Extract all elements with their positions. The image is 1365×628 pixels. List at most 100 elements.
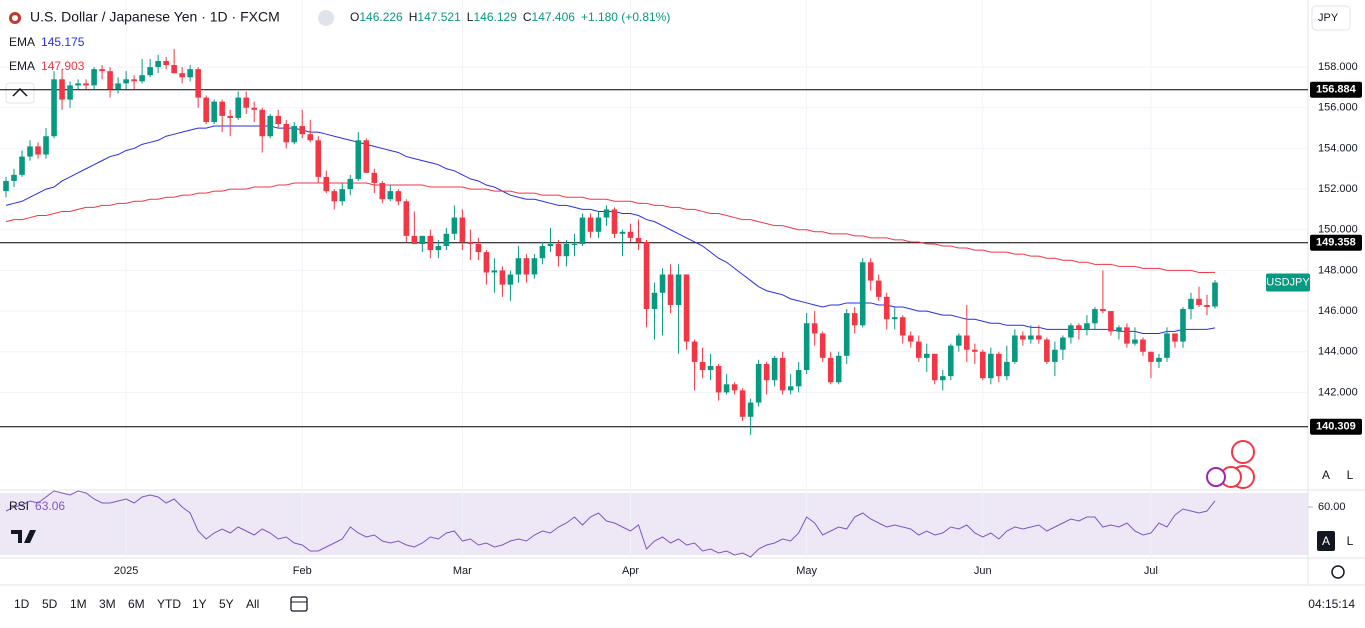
- candle-body: [1020, 335, 1026, 340]
- candle-body: [483, 252, 490, 273]
- ema-value: 145.175: [41, 35, 85, 49]
- candle-body: [435, 246, 442, 251]
- collapse-legend-button[interactable]: [5, 82, 35, 104]
- candle-body: [955, 335, 962, 346]
- candle-body: [403, 201, 410, 236]
- scale-button[interactable]: A: [1322, 468, 1330, 482]
- range-button[interactable]: 1D: [14, 597, 30, 611]
- candle-body: [1108, 311, 1114, 332]
- candle-body: [587, 217, 594, 232]
- candle-body: [163, 60, 169, 66]
- clock: 04:15:14: [1308, 597, 1355, 611]
- y-tick-label: 152.000: [1318, 183, 1358, 195]
- level-tag: [1310, 418, 1362, 435]
- candle-body: [267, 115, 274, 137]
- candle-body: [523, 258, 530, 275]
- candle-body: [579, 217, 586, 244]
- candle-body: [1052, 349, 1058, 362]
- candle-body: [643, 241, 650, 310]
- rsi-name: RSI: [9, 499, 29, 513]
- candle-body: [915, 341, 922, 358]
- candle-body: [931, 353, 938, 381]
- candle-body: [1092, 309, 1098, 324]
- range-button[interactable]: YTD: [157, 597, 181, 611]
- range-button[interactable]: 1Y: [192, 597, 207, 611]
- candle-body: [251, 107, 258, 110]
- candle-body: [1036, 335, 1042, 340]
- settings-icon[interactable]: [1331, 565, 1345, 579]
- candle-body: [819, 333, 826, 358]
- candle-body: [507, 274, 514, 285]
- ema-line: [5, 182, 1216, 273]
- calendar-icon[interactable]: [290, 596, 308, 612]
- candle-body: [1076, 325, 1082, 330]
- y-tick-label: 150.000: [1318, 224, 1358, 236]
- candle-body: [99, 69, 105, 72]
- event-flag[interactable]: [1231, 440, 1255, 464]
- x-tick-label: Apr: [622, 565, 639, 577]
- candle-body: [491, 270, 498, 273]
- candle-body: [603, 209, 610, 218]
- candle-body: [1180, 309, 1186, 342]
- ohlc-value: 146.226: [359, 10, 403, 24]
- rsi-legend: RSI 63.06: [9, 499, 65, 513]
- x-tick-label: Jun: [974, 565, 992, 577]
- candle-body: [555, 243, 562, 257]
- chevron-icon: [12, 87, 28, 97]
- candle-body: [803, 323, 810, 371]
- candle-body: [771, 357, 778, 381]
- candle-body: [1204, 304, 1210, 308]
- range-button[interactable]: All: [246, 597, 259, 611]
- candle-body: [155, 60, 161, 68]
- candle-body: [27, 146, 33, 157]
- candle-body: [707, 365, 714, 371]
- candle-body: [827, 357, 834, 383]
- y-tick-label: 156.000: [1318, 102, 1358, 114]
- ema-name: EMA: [9, 35, 35, 49]
- candle-body: [499, 270, 506, 285]
- range-button[interactable]: 1M: [70, 597, 87, 611]
- candle-body: [171, 65, 177, 74]
- candle-body: [795, 370, 802, 387]
- candle-body: [683, 274, 690, 342]
- rsi-value: 63.06: [35, 499, 65, 513]
- candle-body: [83, 83, 89, 86]
- candle-body: [659, 274, 666, 293]
- y-tick-label: 146.000: [1318, 305, 1358, 317]
- ohlc-value: 147.521: [417, 10, 461, 24]
- chart-title: U.S. Dollar / Japanese Yen · 1D · FXCM: [30, 9, 280, 25]
- candle-body: [451, 217, 458, 234]
- candle-body: [227, 115, 233, 118]
- candle-body: [963, 335, 970, 350]
- range-button[interactable]: 3M: [99, 597, 116, 611]
- scale-button[interactable]: L: [1347, 468, 1354, 482]
- candle-body: [59, 79, 65, 100]
- candle-body: [595, 217, 602, 232]
- symbol-tag: [1266, 273, 1310, 292]
- candle-body: [67, 85, 73, 100]
- range-button[interactable]: 6M: [128, 597, 145, 611]
- candle-body: [1140, 339, 1146, 352]
- candle-body: [547, 243, 554, 247]
- ohlc-label: O: [350, 10, 359, 24]
- collapse-button[interactable]: [318, 10, 334, 26]
- scale-button[interactable]: A: [1322, 534, 1330, 548]
- candle-body: [467, 241, 474, 244]
- scale-button-bg: [1341, 531, 1359, 551]
- candle-body: [1212, 282, 1218, 307]
- candle-body: [195, 69, 201, 98]
- level-label: 149.358: [1316, 237, 1356, 249]
- candle-body: [907, 335, 914, 342]
- range-button[interactable]: 5D: [42, 597, 58, 611]
- candle-body: [619, 231, 626, 234]
- currency-button[interactable]: [1311, 5, 1351, 31]
- ohlc-legend: O146.226 H147.521 L146.129 C147.406 +1.180 (…: [350, 10, 670, 24]
- y-tick-label: 158.000: [1318, 61, 1358, 73]
- candle-body: [203, 97, 209, 122]
- range-button[interactable]: 5Y: [219, 597, 234, 611]
- scale-button[interactable]: L: [1347, 534, 1354, 548]
- y-tick-label: 142.000: [1318, 386, 1358, 398]
- candle-body: [972, 349, 978, 352]
- event-flag[interactable]: [1206, 467, 1226, 487]
- x-tick-label: 2025: [114, 565, 138, 577]
